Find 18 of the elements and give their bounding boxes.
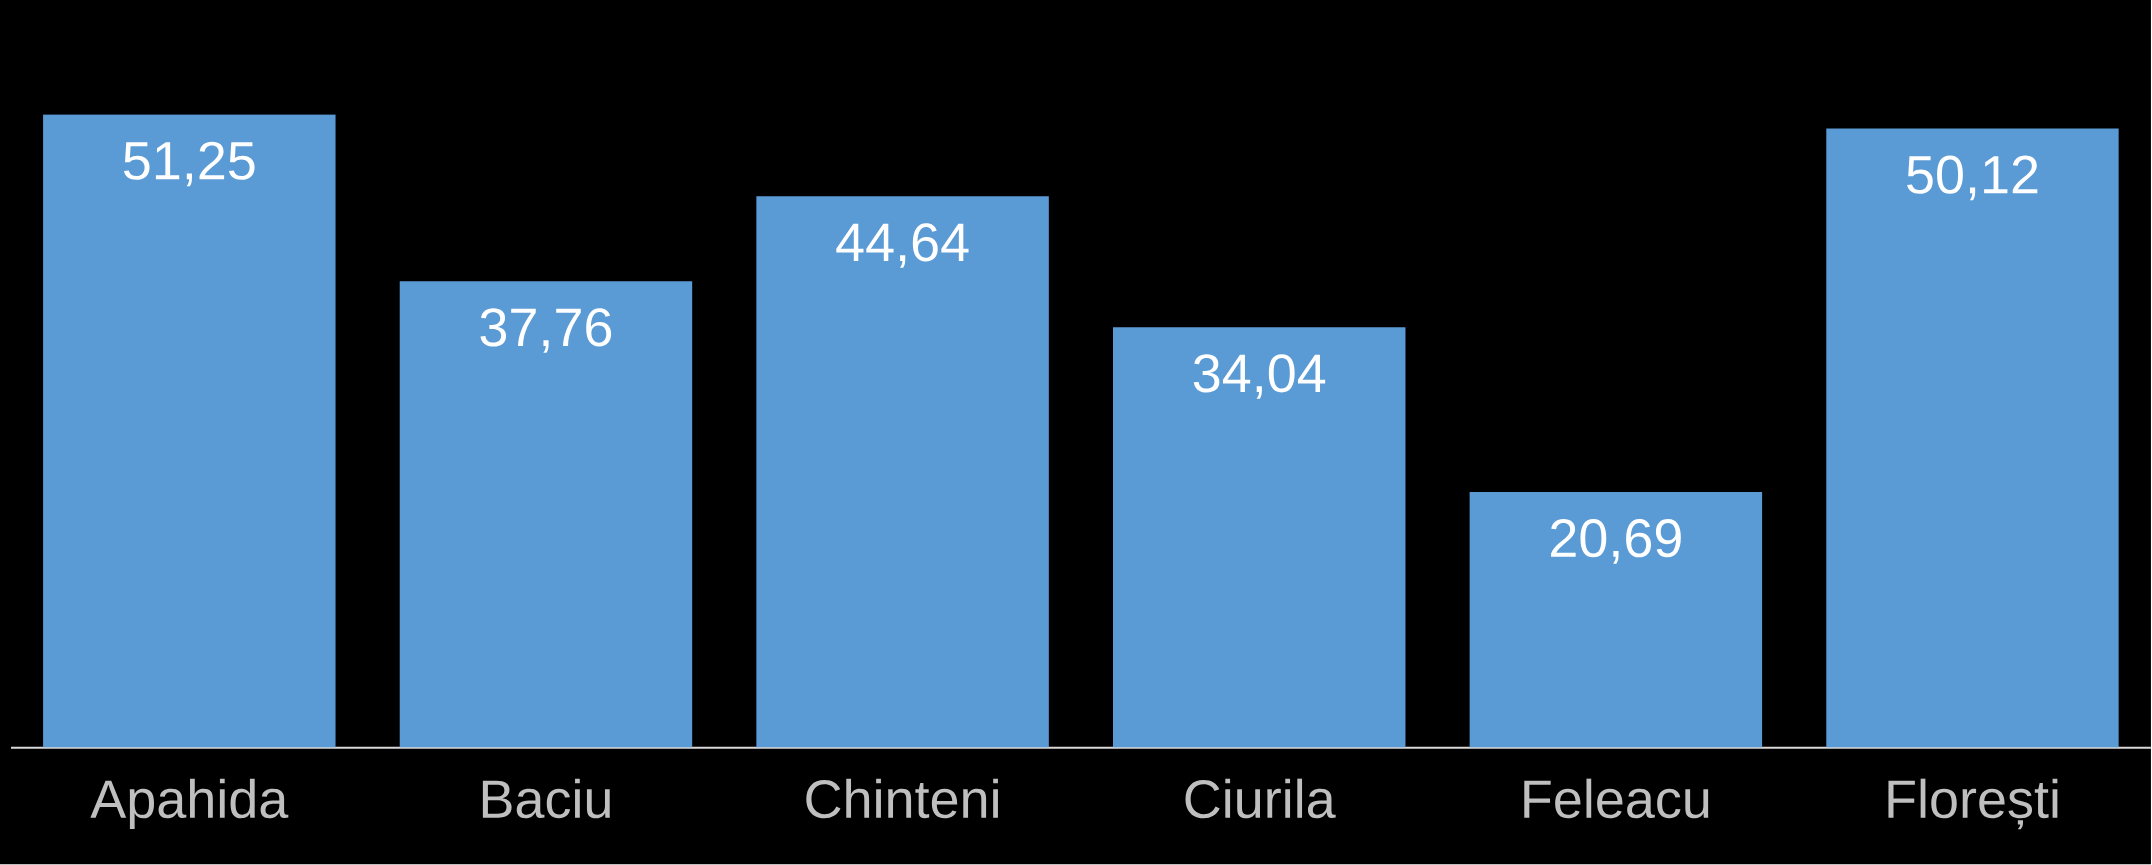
- x-tick-label: Ciurila: [1185, 778, 1336, 819]
- bar: [399, 281, 693, 748]
- x-tick-label: Chinteni: [806, 778, 998, 819]
- data-label: 44,64: [836, 223, 969, 269]
- x-tick-label: Apahida: [90, 778, 289, 830]
- data-label: 37,76: [480, 308, 612, 354]
- x-tick-label: Feleacu: [1524, 778, 1709, 819]
- data-label: 34,04: [1193, 354, 1326, 400]
- x-tick-label: Florești: [1888, 778, 2058, 830]
- bar: [1826, 128, 2119, 748]
- bar: [1113, 327, 1406, 748]
- bar: [756, 196, 1049, 748]
- data-label: 51,25: [123, 141, 255, 187]
- data-label: 50,12: [1907, 155, 2038, 201]
- data-label: 20,69: [1551, 519, 1681, 564]
- x-tick-label: Baciu: [482, 778, 610, 819]
- bar: [1469, 492, 1763, 748]
- bar: [43, 114, 336, 748]
